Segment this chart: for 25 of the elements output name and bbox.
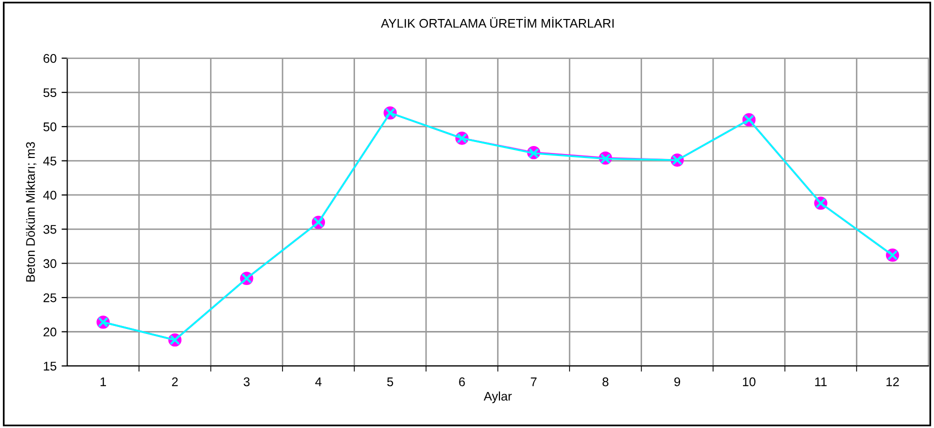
y-tick-label: 50 [43, 122, 56, 132]
y-tick-label: 15 [44, 362, 56, 371]
x-tick-label: 5 [387, 378, 394, 386]
y-tick-label: 55 [43, 88, 56, 98]
x-axis-title: Aylar [484, 391, 512, 404]
x-tick-label: 4 [315, 378, 322, 386]
y-tick-label: 35 [43, 224, 56, 234]
x-tick-label: 1 [100, 378, 106, 386]
y-axis-title: Beton Döküm Miktarı; m3 [26, 142, 36, 282]
x-tick-label: 6 [459, 377, 465, 386]
x-tick-label: 12 [886, 377, 899, 386]
chart-title: AYLIK ORTALAMA ÜRETİM MİKTARLARI [380, 16, 614, 28]
y-tick-label: 40 [43, 190, 56, 200]
y-tick-label: 30 [43, 259, 56, 268]
x-tick-label: 3 [244, 377, 250, 386]
x-tick-label: 2 [172, 377, 178, 386]
y-tick-label: 25 [44, 293, 56, 302]
x-tick-label: 10 [742, 377, 756, 386]
y-tick-label: 60 [44, 54, 56, 63]
x-tick-label: 11 [815, 378, 827, 386]
x-tick-label: 8 [602, 377, 608, 386]
y-tick-label: 45 [43, 156, 56, 166]
x-tick-label: 9 [674, 377, 680, 386]
x-tick-label: 7 [530, 378, 537, 386]
y-tick-label: 20 [44, 328, 56, 336]
